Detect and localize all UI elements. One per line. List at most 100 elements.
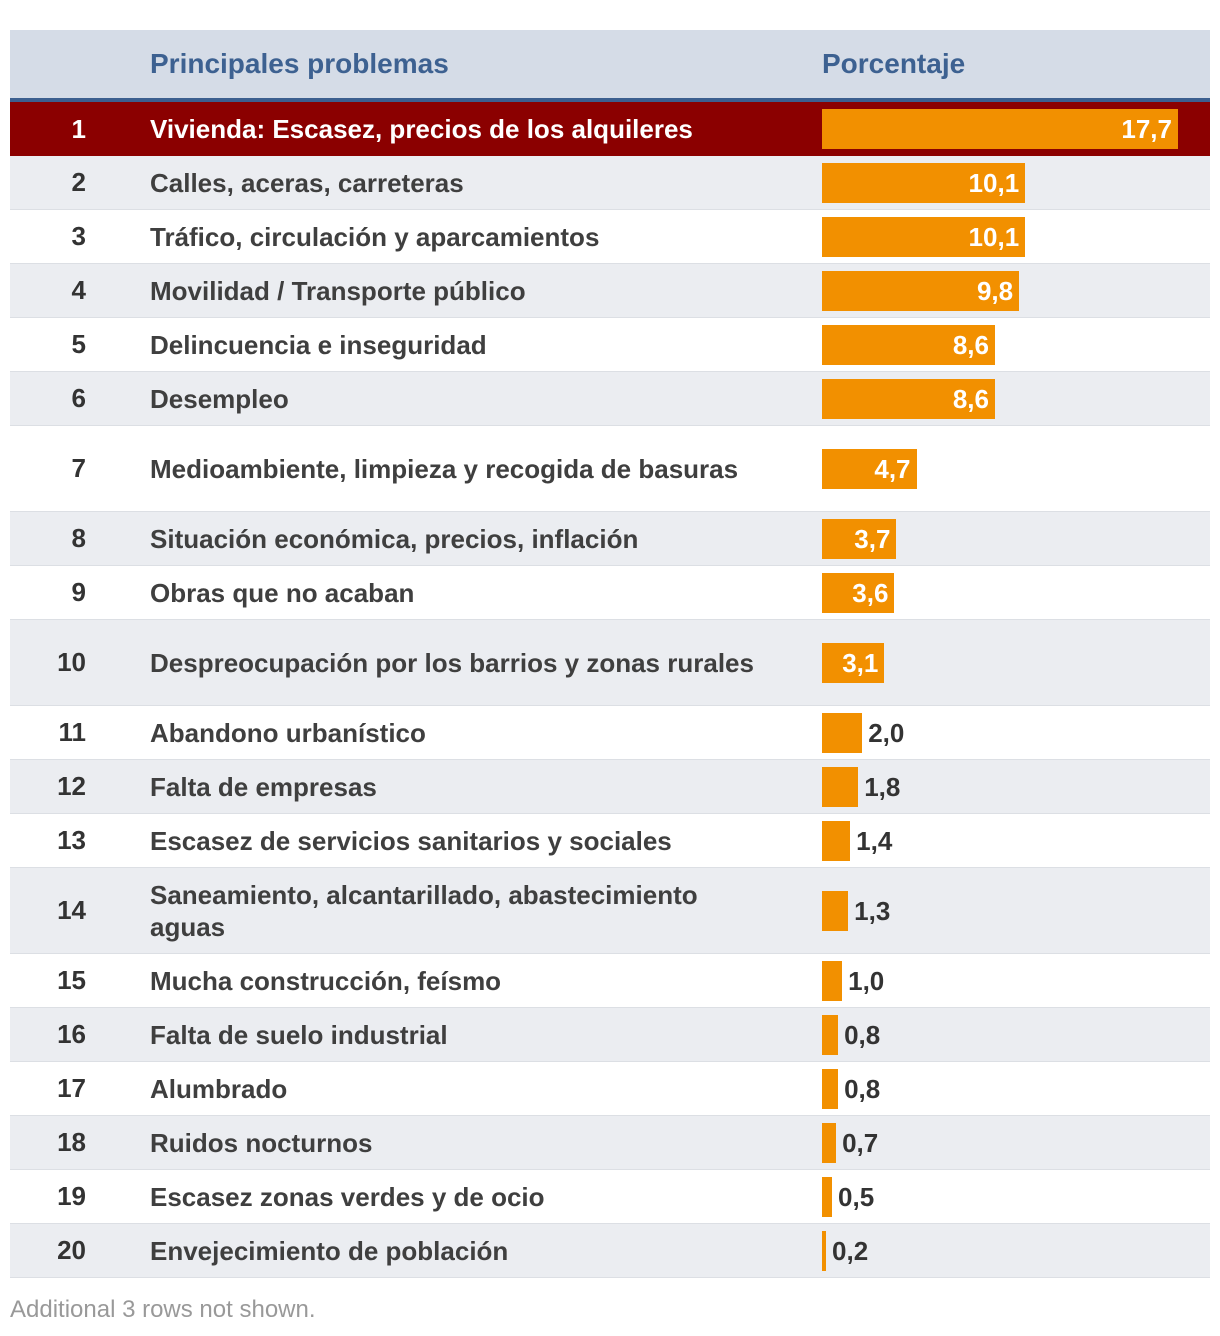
value-label: 3,7 (854, 524, 891, 554)
bar-cell: 1,8 (822, 760, 1210, 813)
table-row: 5 Delincuencia e inseguridad 8,6 (10, 318, 1210, 372)
value-label: 3,1 (842, 648, 879, 678)
row-label: Vivienda: Escasez, precios de los alquil… (150, 114, 693, 144)
value-bar (822, 379, 995, 419)
row-label: Escasez de servicios sanitarios y social… (150, 825, 672, 856)
value-bar (822, 713, 863, 753)
table-row: 17 Alumbrado 0,8 (10, 1062, 1210, 1116)
row-label: Mucha construcción, feísmo (150, 965, 502, 996)
row-label: Situación económica, precios, inflación (150, 523, 639, 554)
row-rank: 10 (57, 647, 86, 677)
bar-cell: 8,6 (822, 318, 1210, 371)
row-rank: 5 (71, 329, 86, 359)
table-body: 1 Vivienda: Escasez, precios de los alqui… (10, 102, 1210, 1278)
row-label: Calles, aceras, carreteras (150, 167, 464, 198)
value-label: 10,1 (968, 168, 1020, 198)
bar-cell: 9,8 (822, 264, 1210, 317)
value-label: 3,6 (852, 578, 889, 608)
bar-cell: 0,8 (822, 1062, 1210, 1115)
table-row: 14 Saneamiento, alcantarillado, abastecim… (10, 868, 1210, 954)
row-label: Desempleo (150, 383, 289, 414)
bar-cell: 10,1 (822, 210, 1210, 263)
row-rank: 14 (57, 895, 86, 925)
row-rank: 16 (57, 1019, 86, 1049)
value-label: 8,6 (952, 330, 989, 360)
row-rank: 8 (71, 523, 86, 553)
table-row: 4 Movilidad / Transporte público 9,8 (10, 264, 1210, 318)
row-label: Saneamiento, alcantarillado, abastecimie… (150, 879, 698, 942)
value-label: 1,0 (848, 966, 885, 996)
value-bar (822, 891, 849, 931)
value-bar (822, 519, 897, 559)
row-rank: 19 (57, 1181, 86, 1211)
row-label: Medioambiente, limpieza y recogida de ba… (150, 453, 739, 484)
row-label: Envejecimiento de población (150, 1235, 509, 1266)
value-bar (822, 109, 1178, 149)
row-rank: 7 (71, 453, 86, 483)
row-rank: 3 (71, 221, 86, 251)
value-bar (822, 1069, 839, 1109)
value-label: 10,1 (968, 222, 1020, 252)
value-label: 17,7 (1121, 114, 1172, 144)
row-rank: 12 (57, 771, 86, 801)
row-label: Falta de suelo industrial (150, 1019, 448, 1050)
table-row: 20 Envejecimiento de población 0,2 (10, 1224, 1210, 1278)
bar-cell: 3,7 (822, 512, 1210, 565)
value-bar (822, 449, 917, 489)
bar-cell: 1,4 (822, 814, 1210, 867)
value-label: 0,2 (832, 1236, 869, 1266)
bar-cell: 2,0 (822, 706, 1210, 759)
row-rank: 1 (71, 113, 86, 144)
row-rank: 4 (71, 275, 86, 305)
row-rank: 18 (57, 1127, 86, 1157)
table-row: 1 Vivienda: Escasez, precios de los alqui… (10, 102, 1210, 156)
bar-cell: 0,2 (822, 1224, 1210, 1277)
bar-cell: 3,1 (822, 620, 1210, 705)
bar-cell: 1,0 (822, 954, 1210, 1007)
row-label: Tráfico, circulación y aparcamientos (150, 221, 600, 252)
value-label: 0,7 (842, 1128, 879, 1158)
row-rank: 17 (57, 1073, 86, 1103)
bar-cell: 4,7 (822, 426, 1210, 511)
value-label: 1,8 (864, 772, 901, 802)
value-label: 2,0 (868, 718, 905, 748)
value-bar (822, 1231, 827, 1271)
header-problems: Principales problemas (150, 48, 449, 79)
row-label: Delincuencia e inseguridad (150, 329, 487, 360)
row-rank: 6 (71, 383, 86, 413)
row-label: Movilidad / Transporte público (150, 275, 526, 306)
value-bar (822, 961, 843, 1001)
row-label: Escasez zonas verdes y de ocio (150, 1181, 545, 1212)
value-label: 4,7 (874, 454, 911, 484)
row-label: Alumbrado (150, 1073, 288, 1104)
footnote: Additional 3 rows not shown. (10, 1296, 316, 1323)
value-bar (822, 163, 1026, 203)
bar-cell: 1,3 (822, 868, 1210, 953)
value-bar (822, 1177, 833, 1217)
value-label: 0,8 (844, 1074, 881, 1104)
bar-cell: 0,7 (822, 1116, 1210, 1169)
row-label: Abandono urbanístico (150, 717, 426, 748)
table-row: 3 Tráfico, circulación y aparcamientos 10,… (10, 210, 1210, 264)
table-row: 8 Situación económica, precios, inflación… (10, 512, 1210, 566)
bar-cell: 3,6 (822, 566, 1210, 619)
value-label: 1,3 (854, 896, 891, 926)
table-row: 11 Abandono urbanístico 2,0 (10, 706, 1210, 760)
value-label: 9,8 (976, 276, 1014, 306)
value-label: 1,4 (856, 826, 893, 856)
row-rank: 15 (57, 965, 86, 995)
row-rank: 9 (71, 577, 86, 607)
table-row: 16 Falta de suelo industrial 0,8 (10, 1008, 1210, 1062)
value-bar (822, 271, 1020, 311)
row-rank: 2 (71, 167, 86, 197)
value-label: 0,8 (844, 1020, 881, 1050)
table-row: 19 Escasez zonas verdes y de ocio 0,5 (10, 1170, 1210, 1224)
table-row: 6 Desempleo 8,6 (10, 372, 1210, 426)
row-label: Despreocupación por los barrios y zonas … (150, 647, 754, 678)
value-bar (822, 217, 1026, 257)
value-label: 8,6 (952, 384, 989, 414)
table-row: 2 Calles, aceras, carreteras 10,1 (10, 156, 1210, 210)
value-bar (822, 767, 859, 807)
bar-cell: 8,6 (822, 372, 1210, 425)
ranking-table: Principales problemas Porcentaje 1 Vivien… (10, 30, 1210, 1278)
